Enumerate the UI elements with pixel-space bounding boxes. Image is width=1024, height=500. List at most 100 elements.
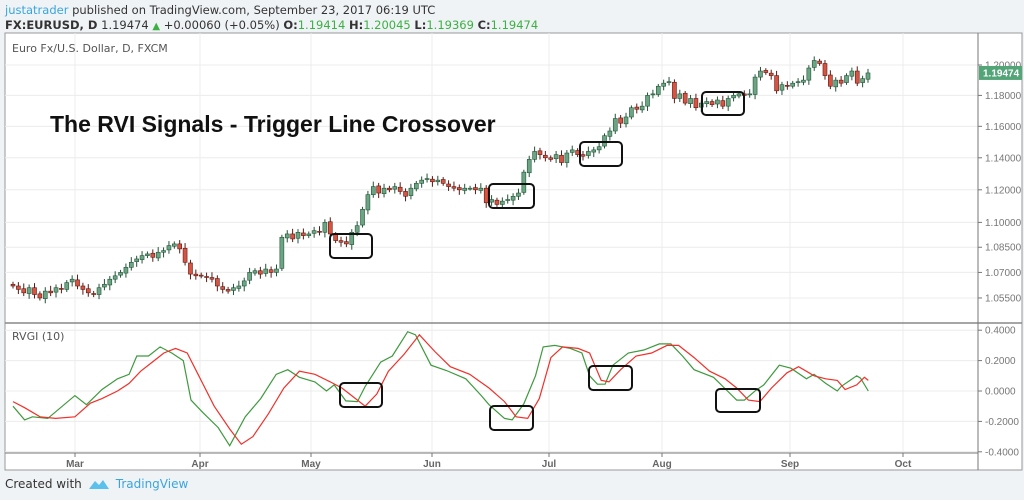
- candle: [414, 180, 419, 192]
- rvgi-tick-label: -0.4000: [985, 447, 1019, 458]
- candle: [220, 282, 226, 294]
- candle: [209, 272, 215, 283]
- candle: [263, 263, 269, 277]
- annotation-box: [579, 141, 623, 167]
- candle-body-up: [134, 258, 139, 262]
- price-tick-label: 1.18000: [985, 91, 1022, 102]
- candle-body-up: [478, 187, 484, 191]
- candle-body-down: [182, 247, 188, 263]
- candle-body-down: [457, 187, 462, 191]
- candle-body-down: [537, 150, 543, 155]
- tradingview-brand[interactable]: TradingView: [115, 477, 189, 491]
- candle: [725, 95, 731, 111]
- candle: [166, 241, 172, 254]
- candle: [645, 92, 650, 111]
- candle-body-up: [715, 99, 720, 105]
- close-label: C:: [477, 18, 491, 32]
- candle: [747, 89, 752, 98]
- candle-body-down: [672, 81, 677, 99]
- candle: [408, 183, 414, 200]
- candle-body-down: [91, 293, 96, 295]
- candle-body-down: [451, 186, 457, 189]
- grid: [5, 33, 978, 453]
- author-link[interactable]: justatrader: [5, 3, 69, 17]
- open-value: 1.19414: [297, 18, 346, 32]
- candle-body-up: [145, 253, 150, 256]
- candle-body-down: [559, 154, 564, 163]
- candle: [591, 146, 597, 157]
- candle: [543, 150, 548, 162]
- quote-bar: FX:EURUSD, D 1.19474 ▲ +0.00060 (+0.05%)…: [5, 18, 538, 32]
- candle: [586, 146, 591, 159]
- candle-body-down: [75, 279, 80, 287]
- candle-body-down: [580, 154, 586, 157]
- candle: [806, 65, 812, 85]
- open-label: O:: [283, 18, 298, 32]
- x-tick-label: Apr: [191, 459, 208, 470]
- candle: [376, 182, 381, 199]
- candle: [397, 182, 403, 195]
- candle-body-up: [526, 159, 532, 174]
- candle: [327, 217, 333, 238]
- candle: [112, 271, 118, 284]
- candle: [123, 263, 129, 278]
- candle-body-up: [155, 251, 161, 259]
- candle-body-down: [48, 290, 53, 294]
- candle: [198, 272, 204, 279]
- candle: [865, 68, 871, 83]
- candle: [16, 282, 21, 295]
- candle: [155, 247, 161, 262]
- candle-body-up: [736, 93, 742, 97]
- candle-body-up: [279, 236, 285, 269]
- candle: [48, 285, 53, 297]
- candle-body-down: [338, 240, 344, 243]
- candle-body-up: [161, 250, 166, 253]
- candle: [451, 181, 457, 192]
- price-tick-label: 1.08500: [985, 243, 1022, 254]
- annotation-box: [588, 365, 633, 391]
- candle-body-up: [661, 82, 666, 87]
- candle: [150, 249, 156, 262]
- candle: [392, 182, 398, 194]
- candle-body-up: [795, 81, 801, 83]
- candle: [569, 145, 575, 157]
- candle: [559, 150, 564, 166]
- candle: [623, 112, 629, 128]
- candle-body-up: [677, 93, 683, 99]
- candle-body-up: [639, 105, 645, 111]
- candle: [107, 275, 113, 291]
- candle-body-up: [435, 179, 441, 183]
- candle-body-up: [107, 278, 113, 286]
- candle: [688, 94, 693, 108]
- candle-body-up: [53, 287, 59, 293]
- candle: [204, 272, 209, 283]
- candle-body-down: [209, 277, 215, 280]
- candle: [849, 67, 855, 81]
- candle-body-up: [69, 278, 75, 283]
- candle-body-down: [225, 289, 231, 292]
- candle: [715, 96, 720, 109]
- candle-body-up: [349, 231, 355, 245]
- annotation-box: [339, 382, 383, 408]
- candle: [231, 283, 236, 296]
- up-triangle-icon: ▲: [152, 21, 161, 32]
- candle-body-down: [709, 101, 715, 105]
- candle: [365, 190, 371, 215]
- candle-body-up: [505, 199, 511, 201]
- candle-body-up: [655, 85, 661, 95]
- candle: [215, 275, 220, 292]
- x-tick-label: Sep: [781, 459, 799, 470]
- candle: [306, 231, 312, 239]
- close-value: 1.19474: [490, 18, 539, 32]
- price-change: +0.00060 (+0.05%): [163, 18, 280, 32]
- candle: [370, 181, 376, 198]
- rvgi-indicator-label[interactable]: RVGI (10): [12, 330, 65, 343]
- candle: [301, 228, 306, 240]
- candle: [59, 283, 64, 294]
- candle-body-up: [860, 78, 865, 83]
- candle-body-down: [397, 186, 403, 192]
- candle: [430, 176, 435, 187]
- candle-body-down: [204, 276, 209, 278]
- candle: [494, 197, 500, 207]
